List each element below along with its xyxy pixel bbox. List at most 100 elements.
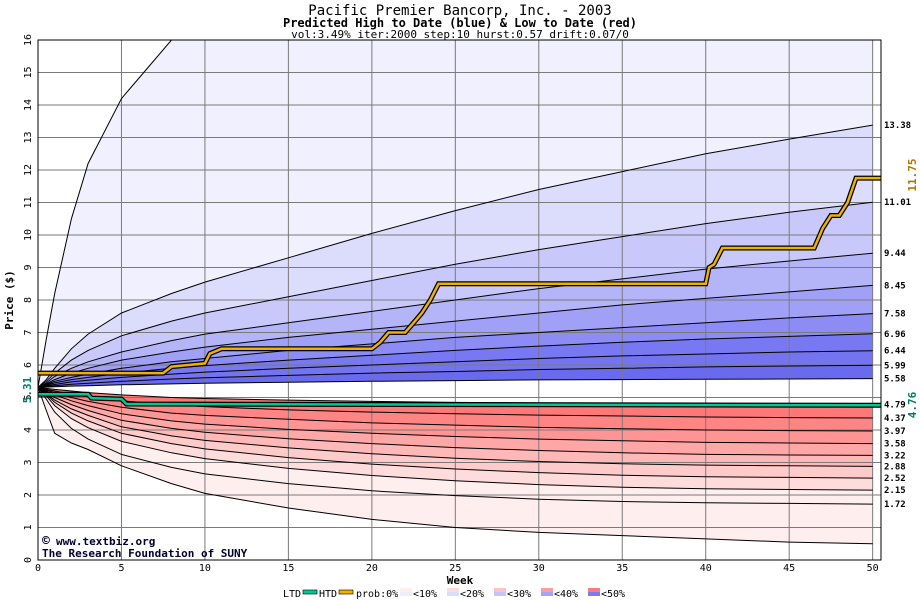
red-band — [38, 387, 873, 431]
x-tick-label: 30 — [533, 563, 545, 574]
y-tick-label: 16 — [23, 34, 34, 46]
y-tick-label: 7 — [23, 329, 34, 335]
percentile-curve — [37, 364, 873, 388]
y-tick-label: 11 — [23, 196, 34, 208]
y-tick-label: 12 — [23, 164, 34, 176]
percentile-curve — [37, 201, 873, 388]
plot-frame — [37, 39, 882, 561]
percentile-curve — [37, 386, 873, 445]
legend-swatch-red — [494, 588, 506, 592]
legend-swatch-red — [588, 588, 600, 592]
legend-swatch-blue — [447, 592, 459, 596]
x-tick-label: 5 — [118, 563, 124, 574]
y-tick-label: 9 — [23, 264, 34, 270]
chart-subtitle: Predicted High to Date (blue) & Low to D… — [283, 16, 637, 30]
x-tick-label: 45 — [783, 563, 795, 574]
curve-end-label: 1.72 — [884, 500, 906, 510]
curve-end-label: 3.58 — [884, 440, 906, 450]
percentile-curve — [37, 387, 873, 491]
curve-end-label: 3.22 — [884, 451, 906, 461]
y-tick-label: 6 — [23, 362, 34, 368]
x-tick-label: 20 — [366, 563, 378, 574]
percentile-curves — [37, 39, 873, 545]
percentile-curve — [37, 333, 873, 388]
legend-label: <20% — [460, 589, 484, 600]
percentile-curve — [37, 378, 873, 388]
legend-swatch-red — [447, 588, 459, 592]
ltd-current-label: 4.76 — [906, 391, 919, 418]
legend-swatch-ltd — [302, 589, 318, 595]
legend-label: <40% — [554, 589, 578, 600]
legend-label: <50% — [601, 589, 625, 600]
percentile-curve — [37, 284, 873, 388]
curve-end-label: 11.01 — [884, 198, 911, 208]
percentile-curve — [37, 386, 873, 467]
legend-label: HTD — [319, 589, 337, 600]
percentile-curve — [37, 124, 873, 388]
chart-title: Pacific Premier Bancorp, Inc. - 2003 — [308, 3, 611, 19]
legend-label: LTD — [283, 589, 301, 600]
red-band — [38, 387, 873, 505]
curve-end-label: 2.15 — [884, 486, 906, 496]
legend-swatch-red — [541, 588, 553, 592]
y-tick-label: 3 — [23, 459, 34, 465]
curve-end-label: 13.38 — [884, 121, 911, 131]
x-tick-label: 40 — [700, 563, 712, 574]
curve-end-label: 9.44 — [884, 249, 906, 259]
legend-label: <30% — [507, 589, 531, 600]
blue-band — [38, 40, 873, 388]
copyright-symbol: © — [42, 534, 50, 549]
x-tick-label: 50 — [867, 563, 879, 574]
y-tick-label: 8 — [23, 297, 34, 303]
x-tick-label: 25 — [449, 563, 461, 574]
percentile-curve — [37, 387, 873, 479]
x-tick-label: 0 — [35, 563, 41, 574]
credits: © www.textbiz.org The Research Foundatio… — [42, 534, 248, 560]
legend-swatch-blue — [588, 592, 600, 596]
y-tick-label: 15 — [23, 66, 34, 78]
curve-end-label: 3.97 — [884, 427, 906, 437]
legend-label: <10% — [413, 589, 437, 600]
legend-swatch-blue — [400, 592, 412, 596]
curve-end-labels: 13.38 11.01 9.44 8.45 7.58 6.96 6.44 5.99 5.58 4.… — [884, 121, 911, 510]
curve-end-label: 6.44 — [884, 347, 906, 357]
credit-org: The Research Foundation of SUNY — [42, 547, 248, 560]
curve-end-label: 2.52 — [884, 474, 906, 484]
y-tick-label: 13 — [23, 131, 34, 143]
legend-swatch-htd — [338, 589, 354, 595]
curve-end-label: 6.96 — [884, 330, 906, 340]
htd-line — [38, 176, 881, 375]
x-tick-label: 15 — [282, 563, 294, 574]
legend-swatch-blue — [494, 592, 506, 596]
legend-label: prob:0% — [356, 589, 398, 600]
y-tick-label: 0 — [23, 557, 34, 563]
ltd-line — [38, 393, 882, 407]
curve-end-label: 5.99 — [884, 361, 906, 371]
legend-swatch-red — [400, 588, 412, 592]
y-tick-label: 14 — [23, 99, 34, 111]
y-tick-label: 10 — [23, 229, 34, 241]
percentile-curve — [37, 386, 873, 456]
y-tick-label: 5 — [23, 394, 34, 400]
x-tick-label: 35 — [616, 563, 628, 574]
curve-end-label: 7.58 — [884, 310, 906, 320]
curve-end-label: 5.58 — [884, 375, 906, 385]
curve-end-label: 8.45 — [884, 281, 906, 291]
curve-end-label: 4.37 — [884, 414, 906, 424]
legend-swatch-blue — [541, 592, 553, 596]
chart-params: vol:3.49% iter:2000 step:10 hurst:0.57 d… — [291, 28, 629, 41]
credit-site: www.textbiz.org — [56, 535, 155, 548]
y-axis-label: Price ($) — [3, 270, 16, 330]
x-axis-label: Week — [447, 574, 474, 587]
legend: LTD HTD prob:0% <10% <20% <30% <40% <50% — [283, 588, 625, 600]
percentile-curve — [37, 387, 873, 545]
htd-current-label: 11.75 — [906, 158, 919, 191]
x-tick-label: 10 — [199, 563, 211, 574]
y-tick-label: 4 — [23, 427, 34, 433]
percentile-curve — [37, 350, 873, 388]
red-band — [38, 387, 873, 544]
price-paths — [38, 175, 882, 408]
percentile-curve — [37, 313, 873, 388]
